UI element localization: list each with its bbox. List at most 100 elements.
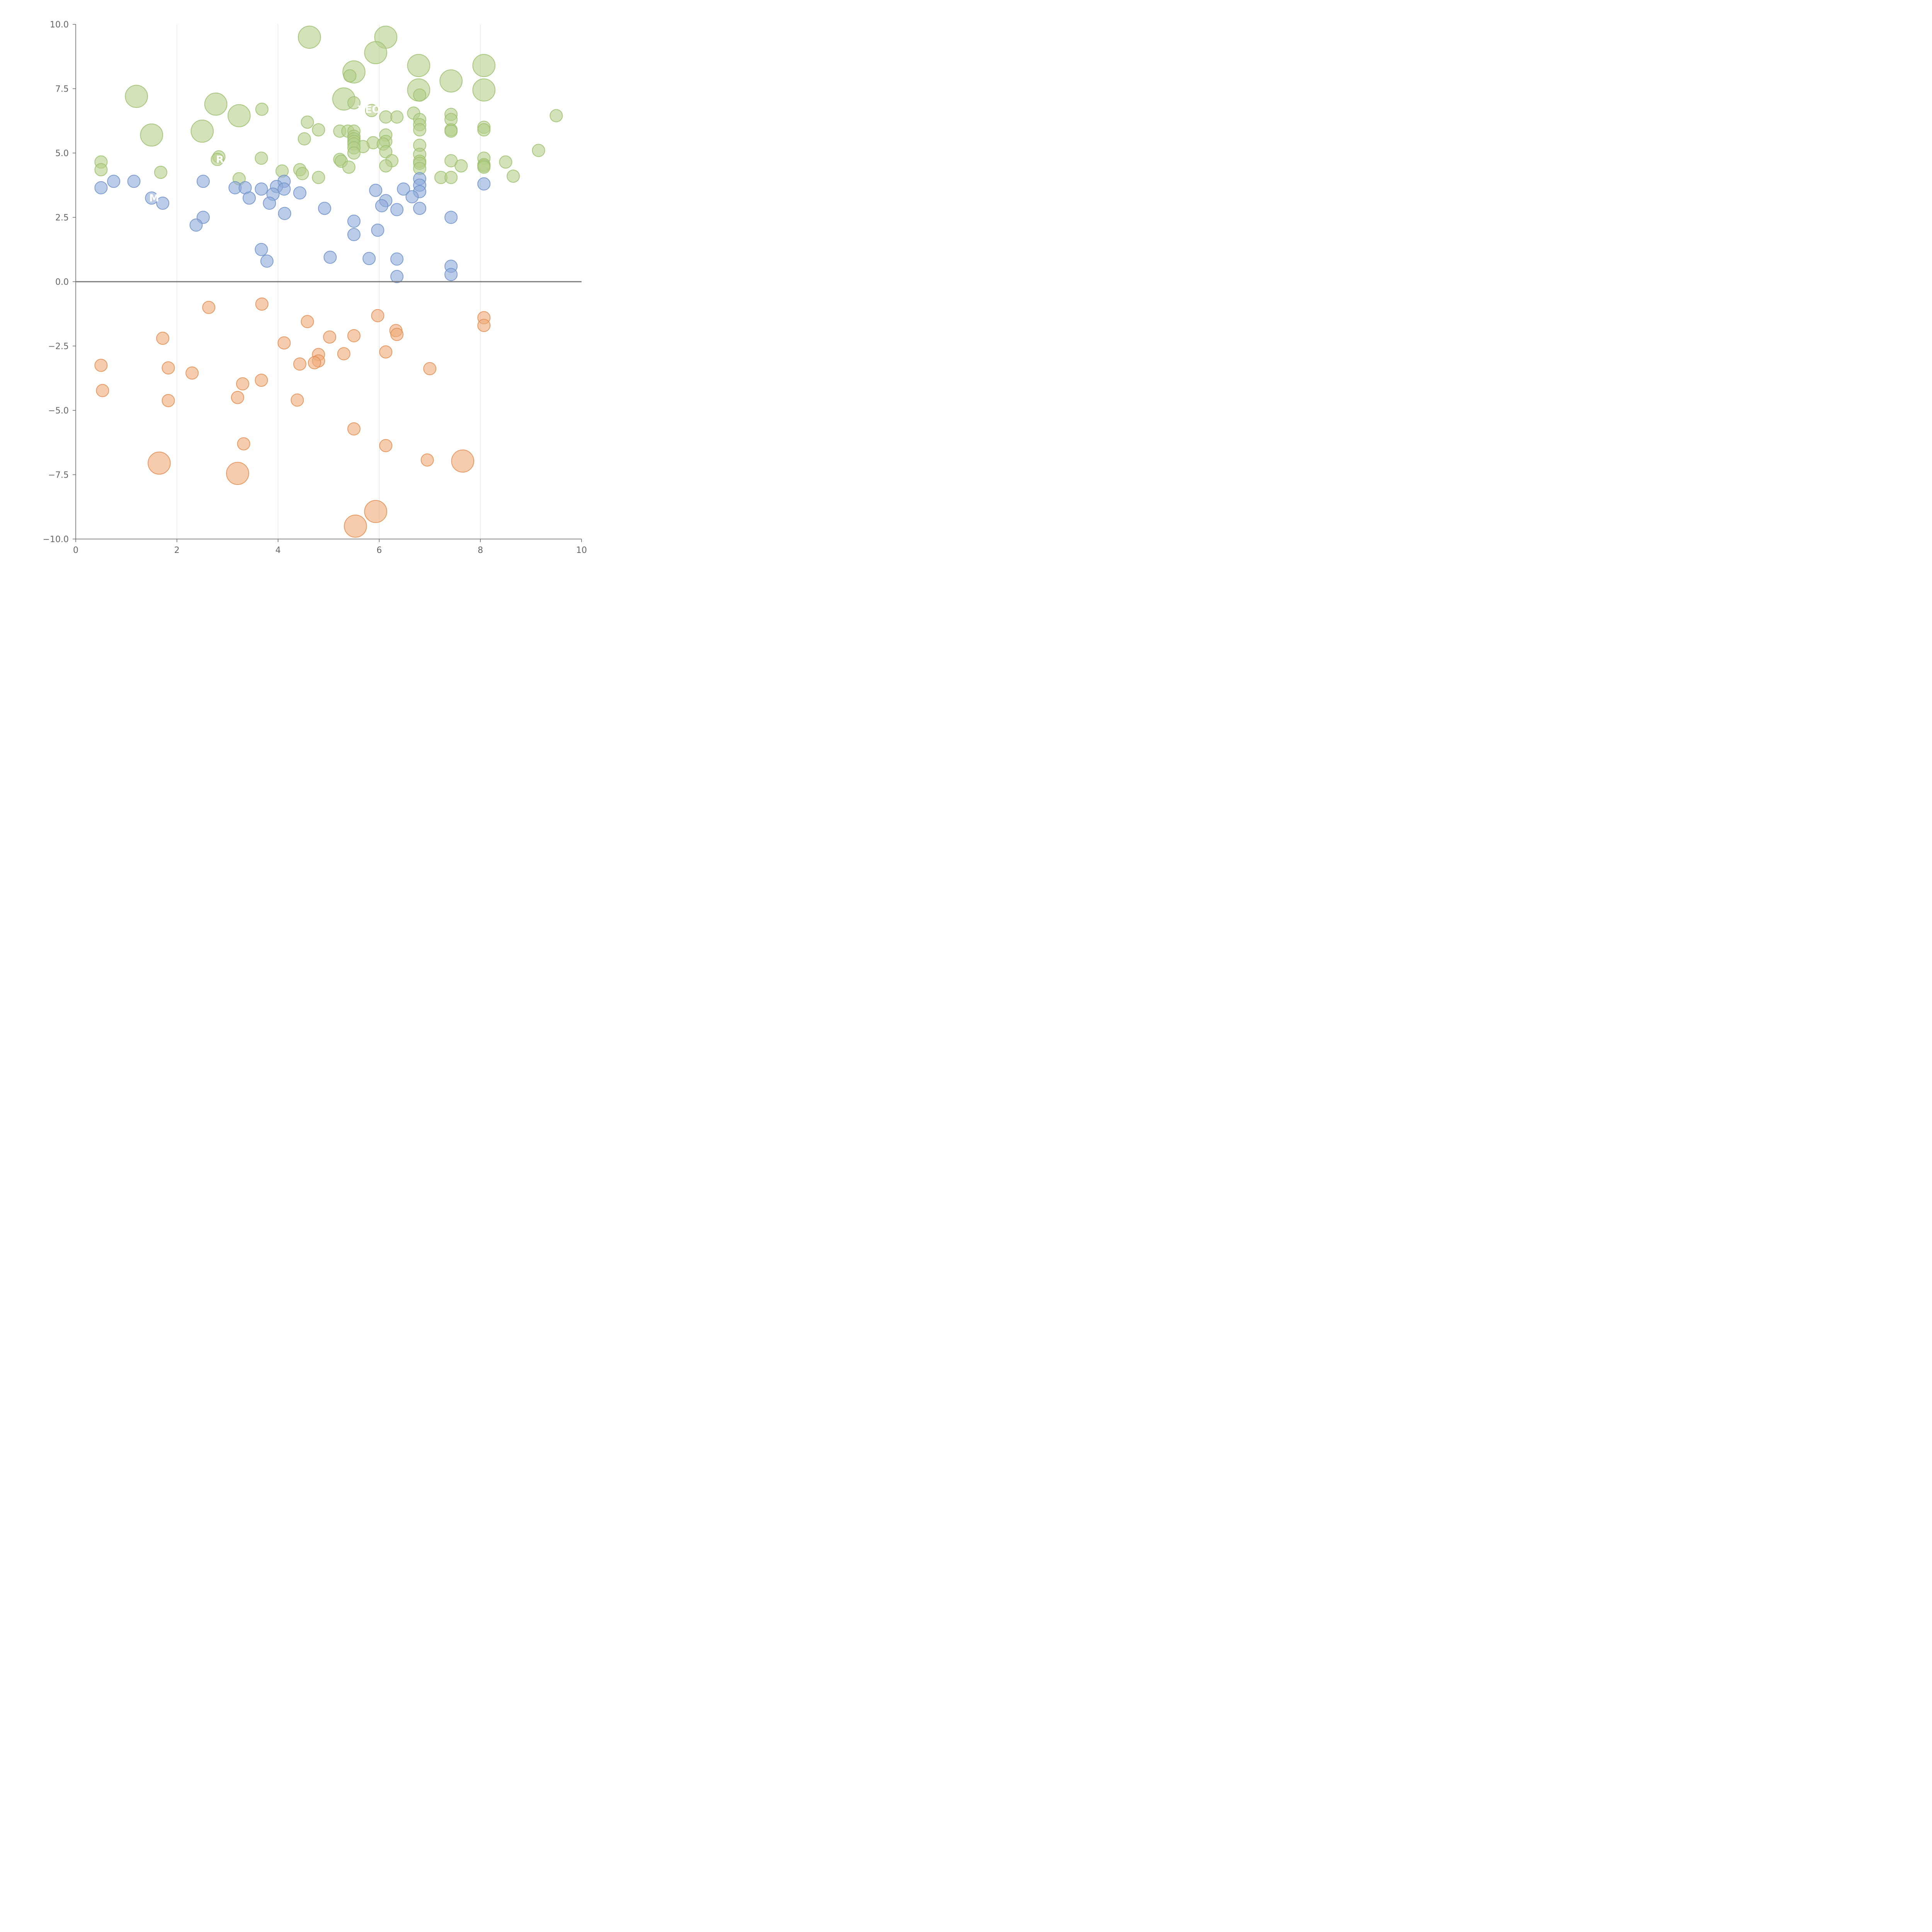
blue-bubble — [444, 211, 458, 224]
green-bubble — [296, 167, 309, 180]
y-tick-label: 0.0 — [55, 277, 69, 287]
blue-bubble — [260, 254, 274, 268]
blue-bubble — [444, 268, 458, 281]
green-bubble — [298, 26, 321, 49]
blue-bubble — [347, 228, 361, 242]
orange-bubble — [347, 422, 361, 435]
x-tick-label: 8 — [478, 546, 483, 555]
green-bubble — [413, 123, 427, 137]
blue-bubble — [390, 252, 404, 266]
orange-bubble — [148, 451, 171, 475]
orange-bubble — [226, 462, 249, 485]
green-bubble — [439, 69, 463, 93]
blue-bubble — [242, 191, 256, 205]
blue-bubble — [390, 270, 404, 283]
orange-bubble — [156, 332, 170, 345]
green-bubble — [477, 123, 491, 137]
orange-bubble — [379, 345, 393, 359]
orange-bubble — [291, 393, 304, 407]
orange-bubble — [423, 362, 437, 376]
green-bubble — [154, 165, 167, 179]
blue-bubble — [347, 214, 361, 228]
blue-bubble — [413, 202, 427, 215]
green-bubble — [454, 159, 468, 173]
orange-bubble — [202, 301, 216, 314]
y-tick-label: 7.5 — [55, 85, 69, 94]
bubbles — [94, 26, 563, 538]
green-bubble — [444, 171, 458, 184]
series-green — [94, 26, 563, 185]
x-tick-label: 4 — [276, 546, 281, 555]
y-tick-label: 2.5 — [55, 213, 69, 223]
green-bubble — [211, 153, 224, 166]
orange-bubble — [308, 356, 321, 369]
bubble-label: R — [216, 154, 224, 166]
green-bubble — [379, 159, 393, 173]
orange-bubble — [390, 328, 404, 341]
green-bubble — [228, 104, 251, 128]
blue-bubble — [255, 243, 268, 256]
green-bubble — [379, 110, 393, 124]
orange-bubble — [255, 374, 268, 387]
blue-bubble — [371, 223, 384, 237]
orange-bubble — [162, 394, 175, 407]
y-tick-label: 10.0 — [50, 20, 69, 30]
green-bubble — [413, 88, 427, 102]
green-bubble — [407, 54, 430, 77]
y-tick-label: −7.5 — [48, 471, 69, 480]
orange-bubble — [344, 514, 367, 538]
series-orange — [94, 297, 491, 538]
blue-bubble — [362, 252, 376, 265]
blue-bubble — [293, 186, 306, 200]
orange-bubble — [347, 329, 361, 342]
blue-bubble — [405, 190, 419, 204]
orange-bubble — [379, 439, 393, 452]
green-bubble — [94, 163, 108, 177]
blue-bubble — [94, 181, 108, 194]
orange-bubble — [96, 384, 109, 397]
blue-bubble — [127, 175, 141, 188]
blue-bubble — [397, 182, 410, 196]
blue-bubble — [196, 175, 210, 188]
green-bubble — [532, 144, 545, 157]
orange-bubble — [301, 315, 314, 328]
green-bubble — [125, 85, 148, 108]
green-bubble — [298, 132, 311, 146]
series-blue — [94, 172, 491, 283]
blue-bubble — [390, 203, 404, 216]
orange-bubble — [231, 391, 244, 404]
green-bubble — [204, 92, 228, 116]
y-axis-ticks: −10.0 −7.5 −5.0 −2.5 0.0 2.5 5.0 7.5 10.0 — [43, 20, 76, 544]
blue-bubble — [263, 196, 276, 210]
orange-bubble — [477, 319, 491, 332]
y-tick-label: −2.5 — [48, 342, 69, 352]
green-bubble — [472, 78, 496, 102]
green-bubble — [499, 155, 512, 169]
x-tick-label: 2 — [174, 546, 180, 555]
blue-bubble — [318, 202, 332, 215]
orange-bubble — [371, 309, 384, 322]
orange-bubble — [364, 500, 388, 523]
green-bubble — [312, 123, 325, 137]
green-bubble — [390, 110, 404, 124]
orange-bubble — [451, 449, 474, 473]
orange-bubble — [255, 297, 269, 311]
blue-bubble — [156, 196, 170, 210]
y-tick-label: −5.0 — [48, 406, 69, 416]
green-bubble — [312, 171, 325, 184]
blue-bubble — [277, 182, 291, 196]
orange-bubble — [293, 357, 306, 371]
green-bubble — [301, 116, 314, 129]
orange-bubble — [236, 377, 249, 391]
orange-bubble — [94, 359, 108, 372]
green-bubble — [379, 145, 393, 158]
green-bubble — [472, 54, 496, 77]
green-bubble — [343, 69, 357, 83]
y-tick-label: −10.0 — [43, 535, 69, 544]
green-bubble — [342, 160, 355, 174]
blue-bubble — [375, 199, 388, 213]
green-bubble — [140, 123, 163, 147]
green-bubble — [347, 96, 361, 110]
blue-bubble — [278, 207, 291, 220]
green-bubble — [364, 41, 388, 65]
